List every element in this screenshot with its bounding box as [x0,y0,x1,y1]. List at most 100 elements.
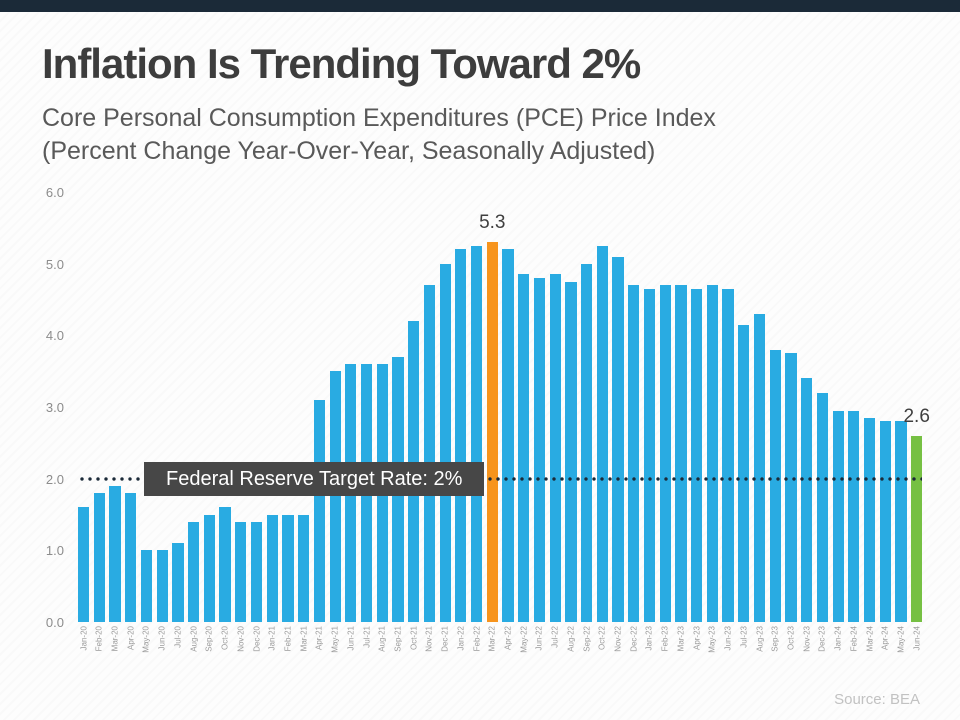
x-tick-label: Jun-20 [157,626,167,651]
bar-column: Jun-22 [533,192,546,650]
y-tick-label: 6.0 [45,185,64,200]
x-tick-label: Nov-21 [424,626,434,652]
bar-column: Apr-20 [125,192,137,650]
bar [250,521,263,622]
x-tick-label: Dec-21 [440,626,450,652]
x-tick-label: Dec-23 [817,626,827,652]
x-tick-label: Oct-20 [220,626,230,651]
bar [125,493,137,622]
y-tick-label: 1.0 [45,543,64,559]
bar [470,245,483,622]
bar [691,288,703,622]
bar [172,543,184,622]
bar [675,285,687,622]
y-tick-label: 4.0 [45,328,64,344]
x-tick-label: Feb-24 [849,626,859,652]
bar [801,378,813,622]
bar-value-label: 2.6 [903,405,930,427]
bars: Jan-20 Feb-20 Mar-20 Apr-20 May-20 Jun-20 Jul-… [78,192,930,653]
bar-column: Oct-21 [408,192,420,650]
x-tick-label: Jan-23 [644,626,654,651]
bar-column: Oct-20 [219,192,231,650]
bar-column: Apr-23 [691,192,703,650]
bar-column: Oct-23 [785,192,797,650]
bar-column: Dec-20 [250,192,263,652]
bar [282,514,294,622]
plot-area: Jan-20 Feb-20 Mar-20 Apr-20 May-20 Jun-20 Jul-… [78,192,930,653]
x-tick-label: May-21 [330,626,340,653]
x-tick-label: Apr-22 [503,626,513,651]
x-tick-label: May-20 [141,626,151,653]
x-tick-label: Sep-20 [204,626,214,652]
bar-column: Jun-23 [722,192,734,650]
bar [738,324,750,622]
bar-column: Aug-21 [376,192,388,652]
top-accent-bar [0,0,960,12]
bar-column: Sep-22 [581,192,593,652]
bar-column: 5.3 Mar-22 [479,192,505,651]
subtitle-line-1: Core Personal Consumption Expenditures (… [42,104,716,132]
x-tick-label: Feb-23 [660,626,670,652]
x-tick-label: Feb-20 [94,626,104,652]
bar [109,485,121,622]
bar-column: Feb-21 [282,192,294,651]
bar-column: 2.6 Jun-24 [903,192,929,651]
bar-column: Dec-22 [628,192,640,652]
bar-column: Mar-21 [298,192,310,651]
bar [140,550,153,622]
bar [581,263,593,622]
x-tick-label: Aug-22 [566,626,576,652]
bar [533,278,546,622]
bar [643,288,656,622]
bar-column: Jan-21 [266,192,278,650]
bar [549,274,561,622]
bar-column: Aug-20 [188,192,200,652]
bar-column: Feb-23 [659,192,671,651]
y-tick-label: 5.0 [45,256,64,272]
bar-column: May-22 [518,192,530,653]
target-rate-label: Federal Reserve Target Rate: 2% [144,461,485,496]
bar-column: Dec-23 [816,192,828,652]
bar-column: Nov-22 [612,192,624,652]
bar [188,521,200,622]
bar [628,285,640,622]
x-tick-label: Dec-22 [629,626,639,652]
x-tick-label: Jan-22 [456,626,466,651]
x-tick-label: Aug-20 [189,626,199,652]
x-tick-label: Jan-21 [267,626,277,651]
bar [266,514,278,622]
bar-column: Apr-22 [502,192,514,650]
x-tick-label: Feb-22 [472,626,482,652]
bar [455,249,467,622]
x-tick-label: May-22 [519,626,529,653]
bar [313,399,325,622]
bar-column: May-24 [895,192,907,653]
bar-column: Oct-22 [596,192,608,650]
bar [753,313,766,622]
y-axis: 0.0 1.0 2.0 3.0 4.0 5.0 6.0 [32,185,72,630]
x-tick-label: Nov-22 [613,626,623,652]
bar-column: Mar-24 [863,192,876,651]
bar [219,507,231,622]
x-tick-label: Jun-23 [723,626,733,651]
x-tick-label: Oct-21 [409,626,419,651]
x-tick-label: Nov-20 [236,626,246,652]
x-tick-label: Mar-23 [676,626,686,652]
bar [848,410,860,622]
bar-column: Sep-20 [203,192,215,652]
bar-column: Mar-20 [109,192,121,651]
bar [93,493,105,622]
bar-column: Jun-21 [345,192,357,650]
bar [502,249,514,622]
bar [203,514,215,622]
x-tick-label: Oct-23 [786,626,796,651]
bar-column: Jun-20 [156,192,168,650]
bar-column: Feb-22 [470,192,483,651]
bar [298,514,310,622]
y-tick-label: 0.0 [45,615,64,630]
bar [156,550,168,622]
y-tick-label: 3.0 [45,400,64,415]
x-tick-label: Feb-21 [283,626,293,652]
bar-column: Sep-21 [392,192,404,652]
x-tick-label: Oct-22 [597,626,607,651]
